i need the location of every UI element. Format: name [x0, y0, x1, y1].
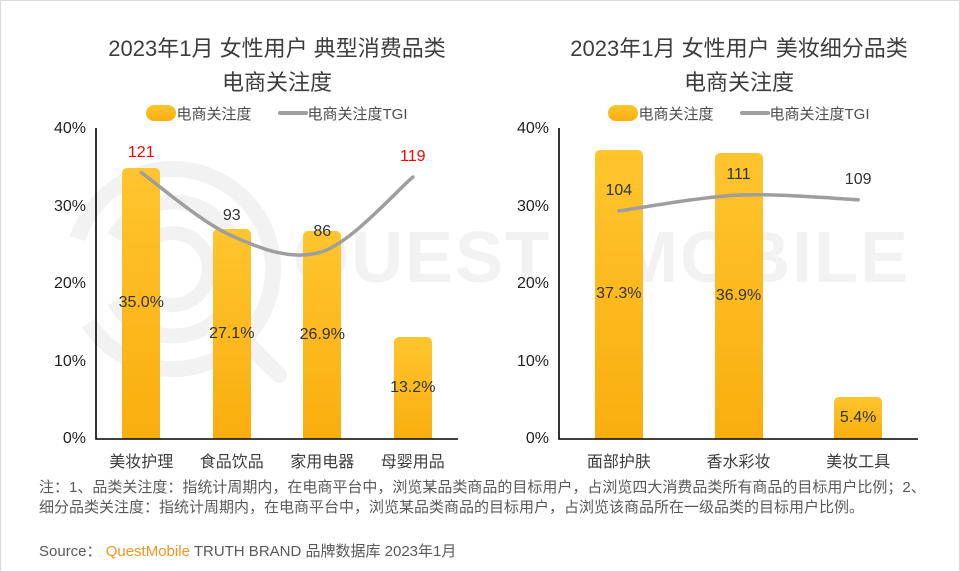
y-axis-tick-label: 0% — [525, 430, 549, 447]
right-chart-header: 2023年1月 女性用户 美妆细分品类 电商关注度 电商关注度 电商关注度TGI — [499, 32, 959, 123]
right-chart-title-line2: 电商关注度 — [683, 70, 794, 95]
x-axis-category-label: 美妆护理 — [109, 454, 174, 471]
left-chart-title: 2023年1月 女性用户 典型消费品类 电商关注度 — [37, 32, 517, 100]
footnote-definition-text: 注：1、品类关注度：指统计周期内，在电商平台中，浏览某品类商品的目标用户，占浏览… — [39, 479, 926, 516]
bar-value-label: 13.2% — [390, 378, 436, 396]
right-chart-title: 2023年1月 女性用户 美妆细分品类 电商关注度 — [499, 32, 959, 100]
x-axis-category-label: 美妆工具 — [826, 454, 891, 471]
y-axis-tick-label: 40% — [516, 120, 549, 137]
tgi-value-label: 104 — [605, 181, 633, 199]
line-series-legend-swatch — [739, 111, 770, 115]
source-suffix: TRUTH BRAND 品牌数据库 2023年1月 — [189, 543, 457, 560]
bar-series-legend-swatch — [146, 105, 177, 121]
y-axis-tick-label: 30% — [53, 197, 86, 215]
source-line: Source： QuestMobile TRUTH BRAND 品牌数据库 20… — [39, 540, 456, 561]
x-axis-category-label: 面部护肤 — [586, 454, 651, 471]
bar-value-label: 5.4% — [839, 409, 877, 427]
y-axis-tick-label: 30% — [516, 197, 549, 215]
y-axis-tick-label: 10% — [53, 352, 86, 370]
source-prefix: Source： — [39, 543, 106, 560]
tgi-value-label: 119 — [399, 148, 426, 166]
bar-value-label: 26.9% — [299, 325, 345, 343]
tgi-value-label: 93 — [222, 206, 241, 224]
x-axis-category-label: 食品饮品 — [199, 454, 264, 471]
bar-series-legend-label: 电商关注度 — [176, 105, 252, 123]
left-chart-header: 2023年1月 女性用户 典型消费品类 电商关注度 电商关注度 电商关注度TGI — [37, 32, 517, 123]
left-chart-title-line1: 2023年1月 女性用户 典型消费品类 — [108, 36, 446, 61]
right-chart-title-line1: 2023年1月 女性用户 美妆细分品类 — [570, 36, 908, 61]
bar-value-label: 36.9% — [715, 287, 762, 304]
left-chart-title-line2: 电商关注度 — [221, 70, 332, 95]
x-axis-category-label: 母婴用品 — [380, 454, 445, 471]
bar-value-label: 37.3% — [596, 285, 642, 303]
y-axis-tick-label: 40% — [53, 120, 86, 137]
x-axis-category-label: 香水彩妆 — [706, 454, 771, 471]
line-series-legend-label: 电商关注度TGI — [769, 105, 870, 123]
line-series-legend-label: 电商关注度TGI — [307, 105, 408, 123]
x-axis-category-label: 家用电器 — [290, 454, 355, 471]
left-chart-legend: 电商关注度 电商关注度TGI — [37, 103, 517, 123]
tgi-value-label: 86 — [313, 222, 332, 240]
bar-value-label: 27.1% — [209, 324, 255, 342]
y-axis-tick-label: 0% — [62, 430, 86, 447]
y-axis-tick-label: 20% — [53, 275, 86, 292]
source-brand: QuestMobile — [105, 543, 190, 560]
bar-value-label: 35.0% — [118, 294, 164, 312]
line-series-legend-swatch — [277, 111, 308, 115]
bar-series-legend-label: 电商关注度 — [638, 105, 714, 123]
tgi-value-label: 111 — [726, 166, 751, 184]
y-axis-tick-label: 20% — [516, 275, 549, 292]
tgi-value-label: 121 — [127, 143, 155, 161]
bar-series-legend-swatch — [608, 105, 639, 121]
right-chart-legend: 电商关注度 电商关注度TGI — [499, 103, 959, 123]
tgi-value-label: 109 — [844, 170, 872, 188]
y-axis-tick-label: 10% — [516, 352, 549, 370]
